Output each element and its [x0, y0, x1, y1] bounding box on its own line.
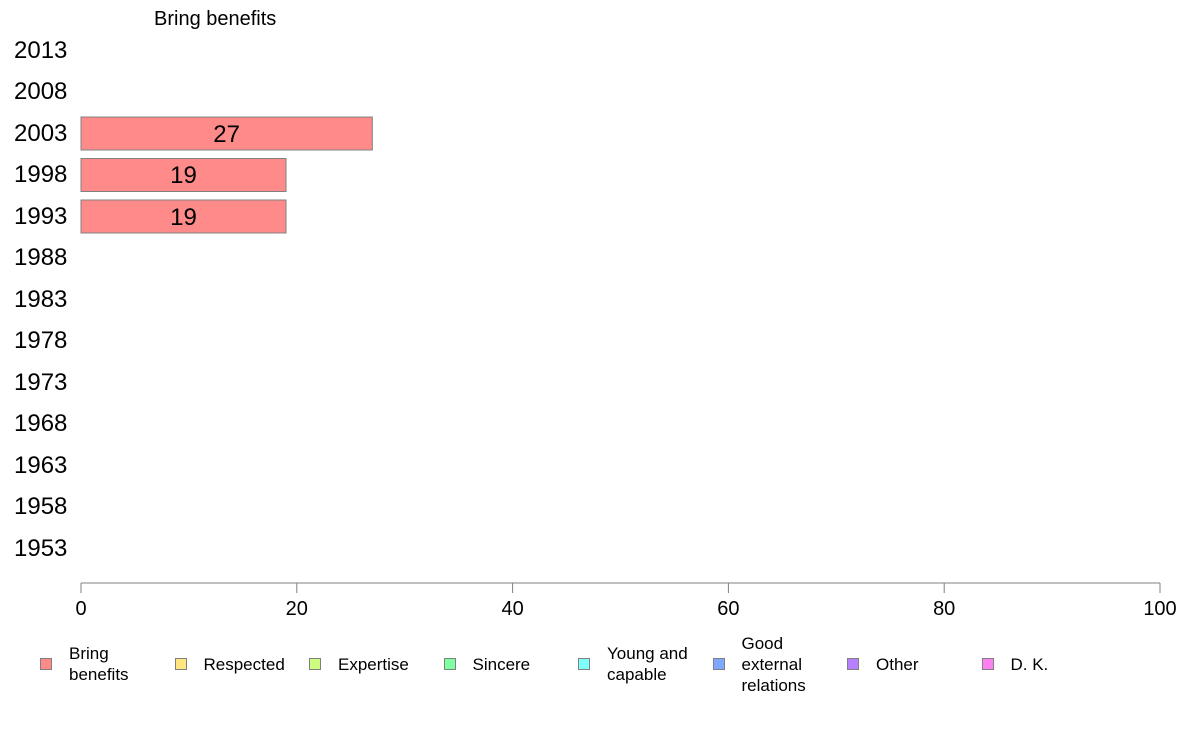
- legend-label: Sincere: [472, 654, 531, 674]
- y-tick-label: 1983: [14, 285, 68, 313]
- legend-item: Other: [847, 654, 919, 675]
- legend-item: Sincere: [443, 654, 531, 675]
- y-tick-label: 1958: [14, 493, 68, 520]
- x-tick-label: 20: [285, 598, 308, 620]
- x-tick-label: 100: [1143, 598, 1177, 620]
- x-tick-label: 60: [717, 598, 740, 620]
- bar: [80, 158, 287, 192]
- y-tick-label: 2013: [14, 36, 68, 64]
- legend-swatch: [40, 658, 52, 670]
- y-tick-label: 1998: [14, 161, 68, 188]
- legend-swatch: [847, 658, 859, 670]
- legend-label: Good external relations: [741, 633, 806, 695]
- legend-swatch: [981, 658, 994, 670]
- y-tick-label: 2003: [14, 119, 68, 147]
- legend-swatch: [712, 658, 725, 670]
- legend-label: D. K.: [1010, 654, 1049, 674]
- y-tick-label: 1953: [14, 534, 68, 562]
- x-tick-label: 40: [501, 598, 524, 620]
- chart-title: Bring benefits: [154, 8, 277, 30]
- legend-item: D. K.: [981, 654, 1049, 675]
- legend-item: Respected: [174, 654, 285, 675]
- legend-label: Other: [876, 654, 919, 674]
- bar-data-label: 19: [170, 203, 197, 231]
- legend-label: Respected: [203, 654, 285, 674]
- y-tick-label: 1993: [14, 202, 68, 230]
- legend-swatch: [174, 658, 187, 670]
- legend-swatch: [443, 658, 456, 670]
- bar-data-label: 19: [170, 162, 197, 189]
- legend: Bring benefits Respected Expertise Sincere Y…: [0, 632, 1188, 702]
- y-tick-label: 1973: [14, 368, 68, 396]
- legend-item: Expertise: [309, 654, 409, 675]
- legend-label: Young and capable: [607, 644, 688, 684]
- legend-label: Expertise: [338, 654, 409, 674]
- x-tick-label: 80: [933, 598, 956, 620]
- bar: [80, 199, 287, 234]
- bar: [80, 116, 373, 151]
- y-tick-label: 1978: [14, 327, 68, 354]
- legend-label: Bring benefits: [69, 644, 129, 684]
- legend-item: Good external relations: [712, 633, 806, 696]
- y-tick-label: 1968: [14, 410, 68, 437]
- legend-swatch: [578, 658, 590, 670]
- y-tick-label: 1988: [14, 244, 68, 271]
- bar-data-label: 27: [213, 120, 241, 148]
- y-tick-label: 1963: [14, 451, 68, 479]
- legend-item: Young and capable: [578, 643, 688, 685]
- x-tick-label: 0: [75, 598, 87, 620]
- legend-swatch: [309, 658, 321, 670]
- y-tick-label: 2008: [14, 78, 68, 105]
- legend-item: Bring benefits: [40, 643, 129, 685]
